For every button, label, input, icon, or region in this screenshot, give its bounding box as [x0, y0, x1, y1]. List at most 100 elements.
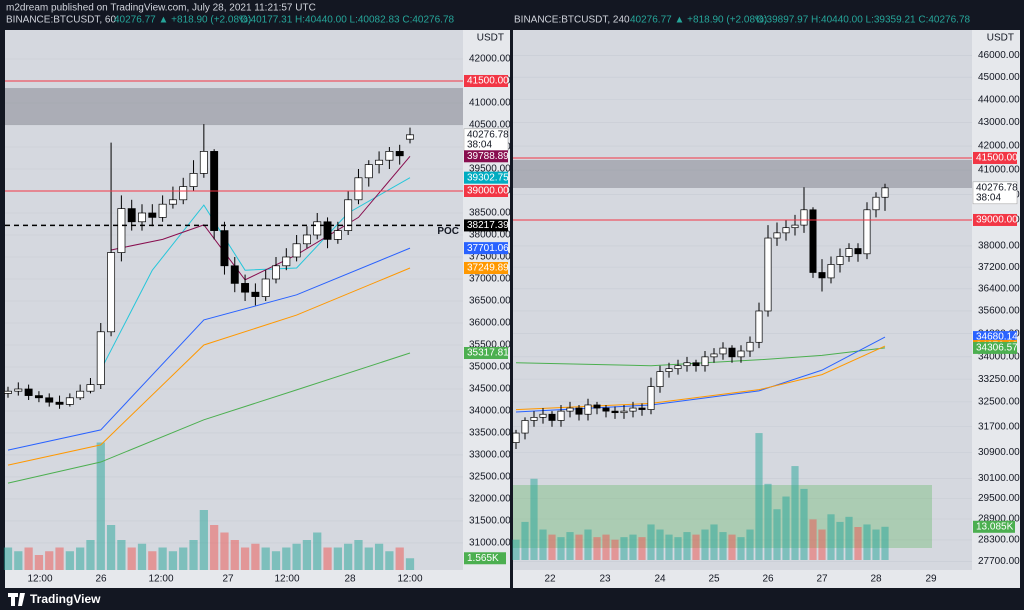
candle-body [629, 407, 637, 412]
price-tag [464, 219, 508, 232]
price-tag-label: 40276.78 [976, 182, 1018, 193]
plot-area [5, 30, 463, 570]
zone [513, 159, 972, 189]
candle-body [683, 362, 691, 367]
candle-body [584, 404, 592, 415]
candle-body [4, 390, 12, 394]
volume-bar [220, 532, 229, 570]
candle-body [272, 265, 280, 280]
chart-ohlc: O:39897.97 H:40440.00 L:39359.21 C:40276… [756, 15, 971, 26]
y-tick-label: 40500.00 [469, 120, 511, 131]
candle-body [782, 227, 790, 234]
x-tick-label: 12:00 [148, 574, 173, 585]
time-axis [513, 570, 1020, 588]
candle-body [117, 208, 126, 253]
volume-bar [24, 547, 33, 570]
x-tick-label: 26 [95, 574, 107, 585]
candle-body [24, 388, 33, 396]
indicator-line [7, 247, 411, 451]
candle-body [127, 208, 136, 223]
volume-bar [374, 543, 384, 570]
candle-body [872, 196, 880, 211]
y-tick-label: 33500.00 [469, 428, 511, 439]
volume-bar [710, 524, 718, 560]
price-axis [972, 30, 1020, 570]
x-tick-label: 12:00 [274, 574, 299, 585]
y-tick-label: 37000.00 [469, 274, 511, 285]
candle-body [800, 209, 808, 226]
y-tick-label: 29500.00 [978, 493, 1020, 504]
y-tick-label: 35500.00 [469, 340, 511, 351]
x-tick-label: 27 [816, 574, 828, 585]
volume-bar [230, 540, 239, 570]
candle-body [845, 248, 853, 257]
price-tag-label: 39000.00 [467, 186, 509, 197]
candle-body [647, 386, 655, 410]
candle-body [230, 265, 239, 284]
volume-bar [872, 529, 880, 560]
volume-bar [665, 534, 673, 560]
candle-body [96, 331, 105, 385]
candle-body [863, 209, 871, 255]
y-tick-label: 44000.00 [978, 94, 1020, 105]
candle-body [575, 407, 583, 415]
candle-body [148, 212, 157, 218]
candle-body [107, 252, 116, 333]
candle-body [375, 159, 384, 165]
volume-bar [333, 547, 342, 570]
chart-title: BINANCE:BTCUSDT, 60 [6, 15, 116, 26]
x-tick-label: 22 [544, 574, 556, 585]
price-axis [463, 30, 510, 570]
candle-body [220, 230, 229, 267]
volume-bar [773, 509, 781, 560]
candle-body [611, 410, 619, 414]
indicator-line [7, 352, 411, 484]
volume-bar [127, 547, 136, 570]
price-tag [464, 74, 508, 87]
volume-bar [45, 551, 54, 570]
volume-bar [282, 547, 291, 570]
candle-body [251, 291, 260, 297]
volume-bar [405, 558, 415, 570]
y-tick-label: 41000.00 [469, 98, 511, 109]
candle-body [241, 283, 250, 293]
candle-body [881, 187, 889, 198]
y-tick-label: 38000.00 [978, 241, 1020, 252]
volume-bar [638, 537, 646, 560]
volume-bar [189, 540, 198, 570]
volume-bar [313, 532, 322, 570]
volume-bar [385, 551, 394, 570]
countdown: 38:04 [467, 139, 492, 150]
chart-quote: 40276.77 ▲ +818.90 (+2.08%) [630, 15, 767, 26]
candle-body [261, 278, 270, 297]
volume-bar [746, 529, 754, 560]
candle-body [674, 365, 682, 370]
volume-bar [292, 543, 301, 570]
candle-body [406, 134, 414, 140]
candle-body [656, 371, 664, 387]
volume-bar [737, 537, 745, 560]
volume-bar [395, 547, 404, 570]
volume-bar [530, 478, 538, 560]
volume-bar [86, 540, 95, 570]
x-tick-label: 12:00 [397, 574, 422, 585]
time-axis [5, 570, 510, 588]
price-tag [972, 181, 1018, 205]
volume-bar [782, 496, 790, 560]
volume-bar [620, 537, 628, 560]
chart-ohlc: O:40177.31 H:40440.00 L:40082.83 C:40276… [240, 15, 455, 26]
price-tag [464, 242, 508, 255]
candle-body [539, 413, 547, 418]
candle-body [302, 234, 311, 245]
volume-bar [240, 547, 250, 570]
volume-bar [854, 527, 862, 560]
price-tag-label: 41500.00 [467, 76, 509, 87]
y-tick-label: 27700.00 [978, 556, 1020, 567]
volume-tag [973, 520, 1015, 533]
candle-body [836, 256, 844, 265]
y-tick-label: 33000.00 [469, 450, 511, 461]
volume-bar [76, 547, 85, 570]
chart-title: BINANCE:BTCUSDT, 240 [514, 15, 630, 26]
candle-body [168, 199, 177, 205]
y-tick-label: 30100.00 [978, 473, 1020, 484]
